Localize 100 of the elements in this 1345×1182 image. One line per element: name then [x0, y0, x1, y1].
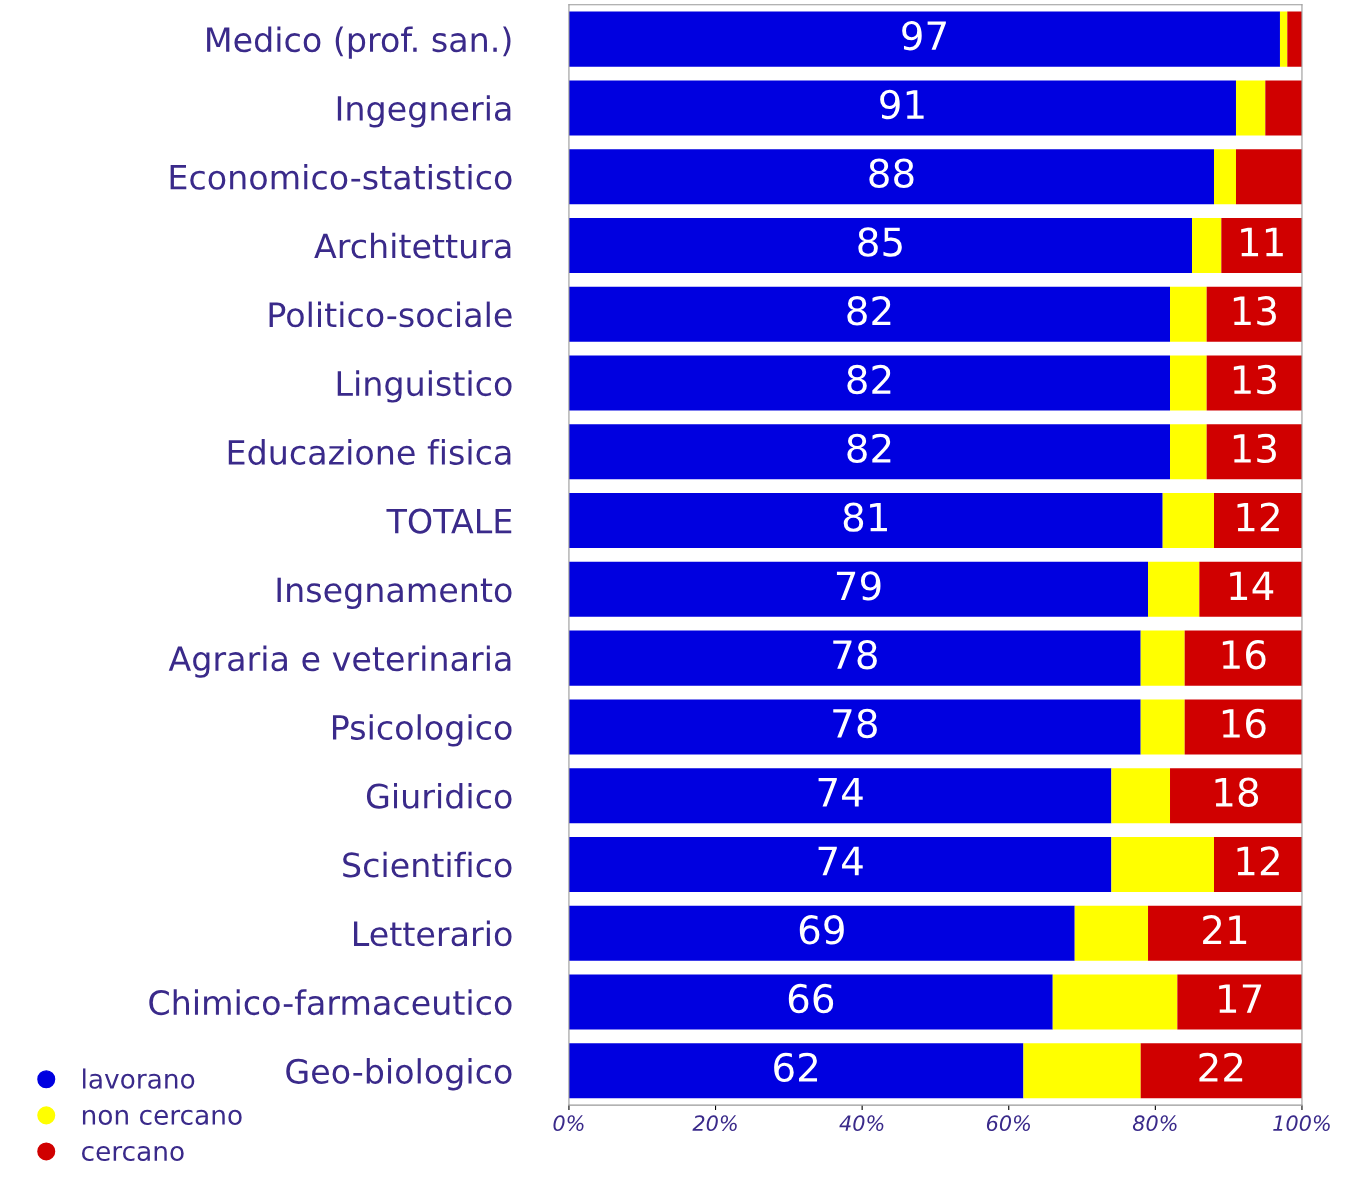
bar: [1111, 836, 1214, 892]
bar: [1140, 630, 1185, 686]
y-tick-label: Psicologico: [332, 714, 512, 747]
data-label: 14: [1230, 571, 1274, 601]
bar: [568, 286, 1171, 342]
bar: [1214, 149, 1236, 205]
bar: [568, 493, 1163, 549]
bar: [568, 80, 1236, 136]
data-label: 21: [1203, 915, 1247, 944]
bar: [1148, 905, 1302, 961]
y-tick-label: Letterario: [354, 920, 512, 947]
bar: [568, 217, 1193, 273]
bar: [1192, 217, 1222, 273]
bar: [1140, 1043, 1302, 1099]
y-tick-label: Architettura: [314, 232, 511, 259]
y-tick-label: Giuridico: [366, 783, 512, 809]
data-label: 81: [843, 502, 887, 532]
bar: [1074, 905, 1149, 961]
bar: [568, 355, 1171, 411]
x-tick-label: 80%: [1132, 1115, 1177, 1132]
y-tick-label: Economico-statistico: [170, 164, 512, 190]
x-tick-label: 60%: [986, 1115, 1030, 1132]
y-tick-label: Educazione fisica: [228, 439, 511, 465]
x-tick-label: 40%: [839, 1115, 884, 1132]
data-label: 12: [1237, 846, 1279, 876]
bar: [1170, 424, 1207, 480]
data-label: 88: [869, 158, 914, 188]
bar: [1023, 1043, 1141, 1099]
bar: [1199, 561, 1302, 617]
data-label: 91: [880, 89, 924, 120]
bar: [568, 974, 1053, 1030]
bar: [1184, 630, 1302, 686]
bar: [1214, 493, 1302, 549]
bar: [568, 1043, 1024, 1099]
data-label: 85: [858, 227, 902, 257]
data-label: 13: [1233, 296, 1276, 326]
bar: [1279, 11, 1288, 67]
bar: [568, 768, 1112, 824]
y-tick-label: Ingegneria: [337, 95, 511, 128]
bar: [1170, 355, 1207, 411]
bar: [1111, 768, 1171, 824]
y-tick-label: Medico (prof. san.): [207, 26, 511, 59]
bar: [1140, 699, 1185, 755]
bar: [568, 905, 1075, 961]
bar: [1170, 286, 1207, 342]
y-tick-label: Agraria e veterinaria: [168, 645, 511, 678]
bar: [568, 699, 1141, 755]
y-tick-label: Geo-biologico: [286, 1058, 512, 1091]
data-label: 78: [833, 639, 877, 670]
data-label: 11: [1241, 227, 1283, 257]
y-tick-label: TOTALE: [386, 508, 512, 534]
legend-label: lavorano: [83, 1068, 195, 1089]
y-tick-label: Chimico-farmaceutico: [149, 989, 512, 1016]
bar: [1206, 355, 1302, 411]
data-label: 22: [1199, 1052, 1243, 1082]
data-label: 82: [847, 433, 891, 464]
bar: [568, 630, 1141, 686]
data-label: 16: [1222, 639, 1266, 670]
data-label: 74: [818, 778, 863, 807]
bar: [1214, 836, 1302, 892]
data-label: 13: [1233, 364, 1276, 395]
bar: [568, 561, 1149, 617]
bar: [1206, 286, 1302, 342]
bar: [1148, 561, 1200, 617]
data-label: 97: [902, 20, 946, 51]
data-label: 69: [799, 915, 844, 945]
bar: [1221, 217, 1302, 273]
data-label: 18: [1215, 777, 1259, 807]
x-tick-label: 100%: [1273, 1115, 1330, 1132]
bar: [568, 149, 1214, 205]
bar: [568, 424, 1171, 480]
data-label: 12: [1237, 502, 1279, 532]
y-tick-label: Scientifico: [343, 851, 512, 878]
data-label: 17: [1219, 984, 1262, 1013]
y-tick-label: Politico-sociale: [269, 301, 512, 328]
bar: [1177, 974, 1302, 1030]
bar: [568, 836, 1112, 892]
data-label: 74: [818, 846, 863, 876]
data-label: 62: [774, 1052, 818, 1083]
data-label: 82: [847, 296, 891, 326]
bar: [1235, 80, 1266, 136]
data-label: 13: [1233, 433, 1276, 464]
bar: [1052, 974, 1178, 1030]
x-tick-label: 0%: [553, 1115, 584, 1132]
data-label: 82: [847, 364, 891, 395]
bar: [568, 11, 1280, 67]
legend-label: non cercano: [82, 1109, 242, 1125]
bar: [1265, 80, 1302, 136]
legend-label: cercano: [82, 1145, 184, 1162]
x-tick-label: 20%: [692, 1115, 737, 1132]
data-label: 16: [1222, 708, 1266, 739]
bar: [1170, 768, 1302, 824]
data-label: 66: [788, 983, 834, 1014]
data-label: 78: [833, 708, 877, 739]
bar: [1235, 149, 1302, 205]
bar: [1206, 424, 1302, 480]
data-label: 79: [836, 571, 881, 601]
bar: [1162, 493, 1214, 549]
bar: [1184, 699, 1302, 755]
y-tick-label: Linguistico: [337, 370, 512, 403]
